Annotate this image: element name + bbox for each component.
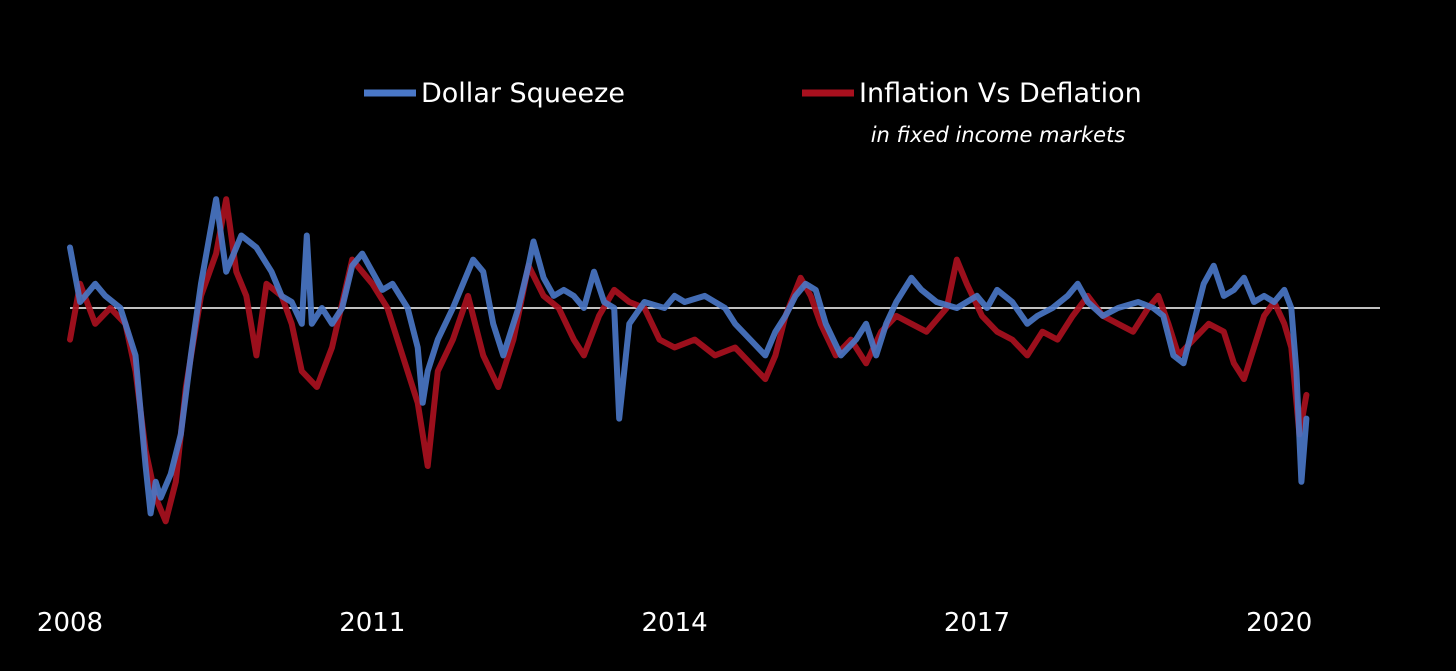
x-tick-label-2008: 2008 (37, 608, 103, 638)
x-tick-label-2017: 2017 (944, 608, 1010, 638)
series-line-dollar-squeeze (67, 196, 1310, 517)
legend-label-inflation-vs-deflation: Inflation Vs Deflation (859, 78, 1142, 109)
series-layer (67, 196, 1310, 525)
legend-label-dollar-squeeze: Dollar Squeeze (421, 78, 625, 109)
series-line-inflation-vs-deflation (67, 196, 1310, 525)
legend: Dollar Squeeze Inflation Vs Deflation in… (364, 78, 1142, 147)
x-tick-label-2011: 2011 (339, 608, 405, 638)
x-axis-ticks: 2008 2011 2014 2017 2020 (37, 608, 1312, 638)
x-tick-label-2020: 2020 (1246, 608, 1312, 638)
x-tick-label-2014: 2014 (642, 608, 708, 638)
legend-subtitle: in fixed income markets (871, 123, 1126, 147)
